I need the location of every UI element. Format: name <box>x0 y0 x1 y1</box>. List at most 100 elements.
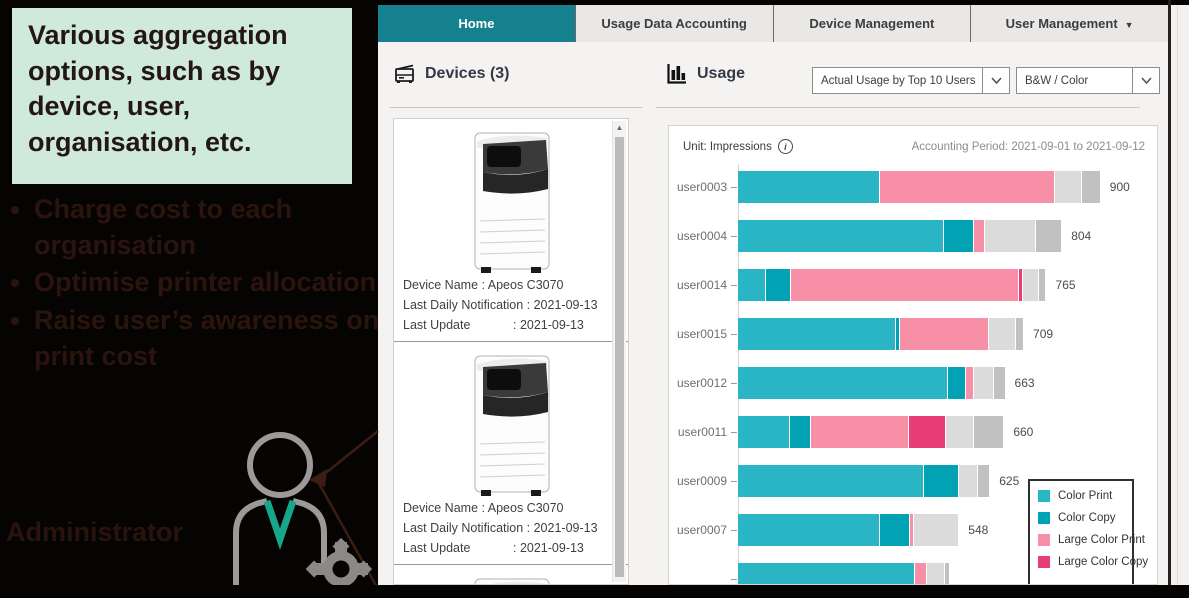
device-list-scrollbar[interactable]: ▲ <box>612 121 626 582</box>
bar-segment-color-print <box>738 465 924 497</box>
device-card[interactable] <box>394 565 628 584</box>
bar-value: 660 <box>1013 425 1034 439</box>
bar-segment-color-print <box>738 367 949 399</box>
benefit-item: Optimise printer allocation <box>34 265 394 301</box>
stacked-bar <box>738 465 990 497</box>
bar-segment-color-print <box>738 563 915 584</box>
device-last-update-label: Last Update <box>403 541 471 555</box>
bar-segment-bw-copy <box>1015 318 1023 350</box>
legend-label: Color Copy <box>1058 512 1116 524</box>
axis-tick <box>731 530 737 531</box>
device-card[interactable]: Device Name : Apeos C3070 Last Daily Noti… <box>394 342 628 565</box>
category-label: user0003 <box>676 180 727 194</box>
chart-row: user0014 765 <box>669 269 1157 301</box>
bar-segment-large-color-copy <box>909 416 947 448</box>
bar-segment-bw-copy <box>994 367 1005 399</box>
device-name: Device Name : Apeos C3070 <box>403 278 564 292</box>
chart-row: user0011 660 <box>669 416 1157 448</box>
device-card[interactable]: Device Name : Apeos C3070 Last Daily Noti… <box>394 119 628 342</box>
window-right-strip <box>1171 5 1189 585</box>
chevron-down-icon[interactable] <box>982 68 1009 93</box>
bar-segment-bw-print <box>913 514 959 546</box>
bar-segment-color-copy <box>879 514 911 546</box>
bar-segment-color-print <box>738 416 791 448</box>
legend-item: Large Color Print <box>1038 534 1145 546</box>
bar-segment-color-copy <box>944 220 974 252</box>
bar-segment-bw-copy <box>1082 171 1100 203</box>
legend-swatch <box>1038 512 1050 524</box>
accounting-period: Accounting Period: 2021-09-01 to 2021-09… <box>911 141 1145 153</box>
person-head-icon <box>247 432 313 498</box>
axis-tick <box>731 285 737 286</box>
bar-segment-large-color-print <box>914 563 927 584</box>
bar-segment-large-color-copy <box>1019 269 1023 301</box>
bar-segment-bw-print <box>1055 171 1083 203</box>
benefit-list: Charge cost to each organisationOptimise… <box>8 192 394 376</box>
category-label: user0015 <box>676 327 727 341</box>
device-last-update-value: : 2021-09-13 <box>513 541 584 555</box>
device-last-notification: Last Daily Notification : 2021-09-13 <box>403 298 598 312</box>
bar-segment-bw-copy <box>978 465 990 497</box>
tab-user-management[interactable]: User Management ▼ <box>970 5 1168 42</box>
bar-segment-color-copy <box>790 416 812 448</box>
usage-view-dropdown[interactable]: Actual Usage by Top 10 Users <box>812 67 1010 94</box>
device-last-update-value: : 2021-09-13 <box>513 318 584 332</box>
stacked-bar <box>738 171 1100 203</box>
stacked-bar <box>738 220 1062 252</box>
administrator-label: Administrator <box>6 517 184 547</box>
window-right-border <box>1168 0 1171 585</box>
bar-chart-icon <box>667 64 686 84</box>
scrollbar-thumb[interactable] <box>615 137 624 577</box>
category-label: user0007 <box>676 523 727 537</box>
bar-segment-color-print <box>738 171 880 203</box>
printer-image <box>394 569 628 584</box>
bar-segment-color-print <box>738 514 880 546</box>
bar-segment-large-color-print <box>900 318 989 350</box>
chart-row: user0003 900 <box>669 171 1157 203</box>
bar-segment-color-print <box>738 220 945 252</box>
bar-segment-bw-print <box>959 465 979 497</box>
legend-label: Color Print <box>1058 490 1113 502</box>
bar-segment-color-copy <box>948 367 966 399</box>
bar-segment-bw-print <box>946 416 974 448</box>
collar-icon <box>263 499 297 550</box>
devices-title: Devices (3) <box>425 64 510 82</box>
tab-usage-data-accounting[interactable]: Usage Data Accounting <box>574 5 773 42</box>
administrator-icon <box>233 430 380 598</box>
bar-value: 663 <box>1014 376 1035 390</box>
bar-value: 625 <box>999 474 1020 488</box>
stacked-bar <box>738 514 959 546</box>
bar-segment-color-copy <box>766 269 792 301</box>
category-label: user0004 <box>676 229 727 243</box>
axis-tick <box>731 579 737 580</box>
color-mode-dropdown[interactable]: B&W / Color <box>1016 67 1160 94</box>
bar-segment-bw-print <box>988 318 1016 350</box>
legend-item: Large Color Copy <box>1038 556 1148 568</box>
color-mode-value: B&W / Color <box>1025 74 1089 87</box>
chart-legend: Color Print Color Copy Large Color Print La… <box>1028 479 1148 584</box>
bar-value: 804 <box>1071 229 1092 243</box>
legend-swatch <box>1038 534 1050 546</box>
scroll-up-icon[interactable]: ▲ <box>615 123 624 132</box>
bar-segment-large-color-print <box>973 220 985 252</box>
axis-tick <box>731 187 737 188</box>
tab-device-management[interactable]: Device Management <box>772 5 971 42</box>
bar-value: 709 <box>1033 327 1054 341</box>
tab-home[interactable]: Home <box>378 5 575 42</box>
bar-segment-large-color-print <box>791 269 1020 301</box>
bar-value: 548 <box>968 523 989 537</box>
bar-segment-bw-copy <box>1035 220 1062 252</box>
tab-bar: Home Usage Data Accounting Device Manageme… <box>378 5 1168 42</box>
bar-segment-bw-copy <box>1038 269 1046 301</box>
chevron-down-icon[interactable] <box>1132 68 1159 93</box>
chart-row: user0012 663 <box>669 367 1157 399</box>
bottom-frame <box>0 585 1189 598</box>
bar-segment-bw-print <box>984 220 1036 252</box>
bar-value: 765 <box>1055 278 1076 292</box>
usage-chart-card: Unit: Impressions i Accounting Period: 2… <box>668 125 1158 585</box>
category-label: user0012 <box>676 376 727 390</box>
benefit-item: Raise user’s awareness on print cost <box>34 303 394 374</box>
device-list: ▲ Device Name : Apeos C3070 Last Daily No… <box>393 118 629 585</box>
info-icon[interactable]: i <box>777 139 793 154</box>
printer-image <box>394 346 628 498</box>
